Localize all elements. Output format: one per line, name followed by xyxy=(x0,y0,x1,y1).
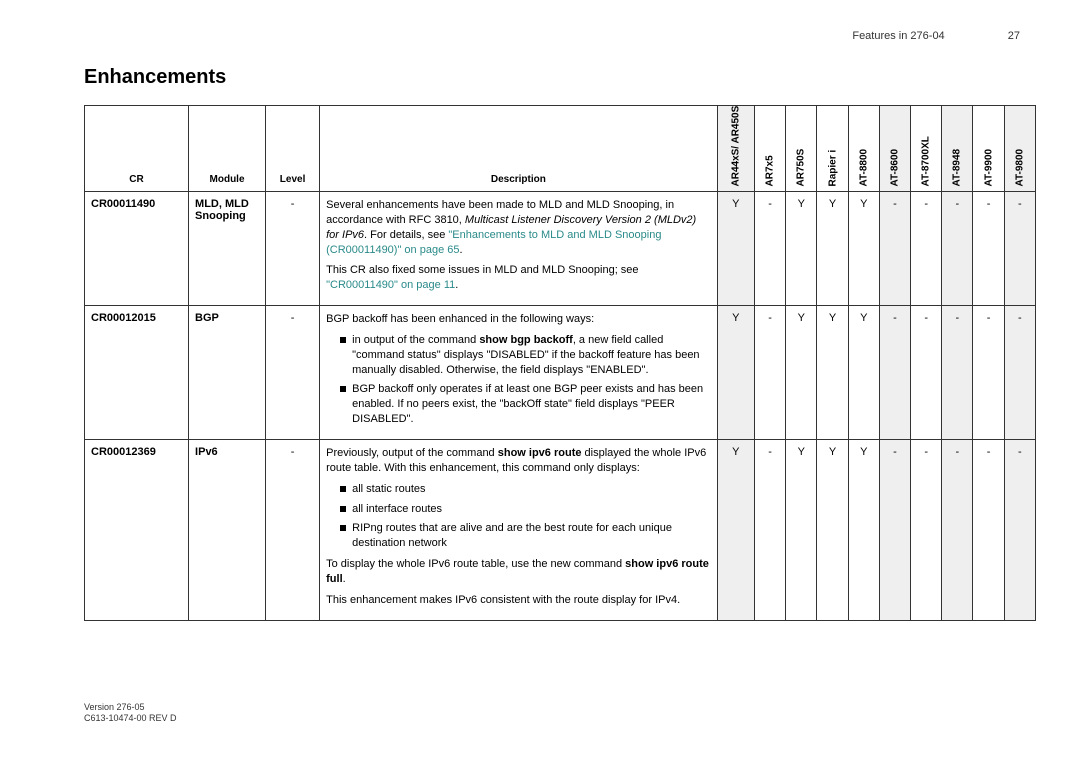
list-item: RIPng routes that are alive and are the … xyxy=(340,521,710,551)
cr-id: CR00012369 xyxy=(85,439,189,620)
support-cell: Y xyxy=(717,306,754,440)
col-product-0: AR44xS/ AR450S xyxy=(717,106,754,192)
support-cell: Y xyxy=(786,439,817,620)
support-cell: - xyxy=(755,439,786,620)
list-item: BGP backoff only operates if at least on… xyxy=(340,382,710,427)
col-module: Module xyxy=(189,106,266,192)
support-cell: - xyxy=(942,306,973,440)
support-cell: Y xyxy=(786,192,817,306)
support-cell: - xyxy=(1004,192,1035,306)
cr-module: BGP xyxy=(189,306,266,440)
support-cell: - xyxy=(1004,306,1035,440)
support-cell: - xyxy=(1004,439,1035,620)
col-product-7: AT-8948 xyxy=(942,106,973,192)
enhancements-table: CR Module Level Description AR44xS/ AR45… xyxy=(84,105,1036,621)
footer-docnum: C613-10474-00 REV D xyxy=(84,713,177,725)
header-section: Features in 276-04 xyxy=(852,30,944,42)
support-cell: Y xyxy=(817,192,848,306)
header-page-number: 27 xyxy=(1008,30,1020,42)
support-cell: Y xyxy=(717,439,754,620)
support-cell: - xyxy=(879,439,910,620)
col-product-1: AR7x5 xyxy=(755,106,786,192)
col-level: Level xyxy=(266,106,320,192)
cr-level: - xyxy=(266,439,320,620)
support-cell: - xyxy=(755,306,786,440)
col-product-3: Rapier i xyxy=(817,106,848,192)
doc-link[interactable]: "CR00011490" on page 11 xyxy=(326,279,455,291)
cr-level: - xyxy=(266,306,320,440)
col-product-9: AT-9800 xyxy=(1004,106,1035,192)
support-cell: - xyxy=(911,192,942,306)
support-cell: Y xyxy=(817,306,848,440)
footer-version: Version 276-05 xyxy=(84,702,177,714)
cr-description: BGP backoff has been enhanced in the fol… xyxy=(320,306,717,440)
col-product-6: AT-8700XL xyxy=(911,106,942,192)
col-product-4: AT-8800 xyxy=(848,106,879,192)
table-row: CR00011490 MLD, MLD Snooping - Several e… xyxy=(85,192,1036,306)
support-cell: - xyxy=(911,306,942,440)
support-cell: - xyxy=(879,192,910,306)
support-cell: - xyxy=(942,439,973,620)
support-cell: - xyxy=(973,306,1004,440)
cr-module: IPv6 xyxy=(189,439,266,620)
support-cell: - xyxy=(942,192,973,306)
list-item: all interface routes xyxy=(340,502,710,517)
col-product-2: AR750S xyxy=(786,106,817,192)
cr-description: Several enhancements have been made to M… xyxy=(320,192,717,306)
support-cell: - xyxy=(973,192,1004,306)
page-header: Features in 276-04 27 xyxy=(852,30,1020,42)
cr-level: - xyxy=(266,192,320,306)
support-cell: - xyxy=(973,439,1004,620)
cr-module: MLD, MLD Snooping xyxy=(189,192,266,306)
col-description: Description xyxy=(320,106,717,192)
support-cell: Y xyxy=(817,439,848,620)
support-cell: - xyxy=(879,306,910,440)
support-cell: Y xyxy=(848,306,879,440)
list-item: all static routes xyxy=(340,482,710,497)
cr-id: CR00012015 xyxy=(85,306,189,440)
table-row: CR00012015 BGP - BGP backoff has been en… xyxy=(85,306,1036,440)
col-product-5: AT-8600 xyxy=(879,106,910,192)
support-cell: Y xyxy=(848,192,879,306)
col-product-8: AT-9900 xyxy=(973,106,1004,192)
cr-description: Previously, output of the command show i… xyxy=(320,439,717,620)
page-footer: Version 276-05 C613-10474-00 REV D xyxy=(84,702,177,725)
support-cell: Y xyxy=(717,192,754,306)
support-cell: Y xyxy=(848,439,879,620)
col-cr: CR xyxy=(85,106,189,192)
support-cell: - xyxy=(755,192,786,306)
page-title: Enhancements xyxy=(84,66,1036,89)
cr-id: CR00011490 xyxy=(85,192,189,306)
table-header-row: CR Module Level Description AR44xS/ AR45… xyxy=(85,106,1036,192)
support-cell: Y xyxy=(786,306,817,440)
list-item: in output of the command show bgp backof… xyxy=(340,333,710,378)
support-cell: - xyxy=(911,439,942,620)
table-row: CR00012369 IPv6 - Previously, output of … xyxy=(85,439,1036,620)
